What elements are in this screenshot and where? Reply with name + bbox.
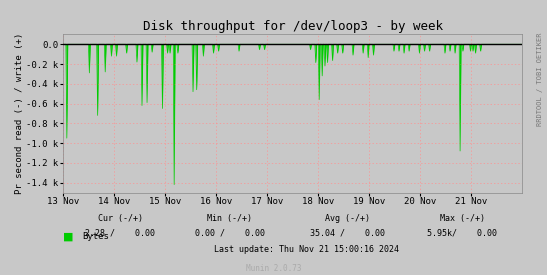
Text: 5.95k/    0.00: 5.95k/ 0.00 xyxy=(427,228,497,237)
Text: Min (-/+): Min (-/+) xyxy=(207,214,252,223)
Text: Max (-/+): Max (-/+) xyxy=(440,214,485,223)
Text: Cur (-/+): Cur (-/+) xyxy=(98,214,143,223)
Text: Last update: Thu Nov 21 15:00:16 2024: Last update: Thu Nov 21 15:00:16 2024 xyxy=(214,245,399,254)
Title: Disk throughput for /dev/loop3 - by week: Disk throughput for /dev/loop3 - by week xyxy=(143,20,443,33)
Text: 2.28 /    0.00: 2.28 / 0.00 xyxy=(85,228,155,237)
Text: Bytes: Bytes xyxy=(82,232,109,241)
Text: 0.00 /    0.00: 0.00 / 0.00 xyxy=(195,228,265,237)
Y-axis label: Pr second read (-) / write (+): Pr second read (-) / write (+) xyxy=(15,33,24,194)
Text: 35.04 /    0.00: 35.04 / 0.00 xyxy=(310,228,385,237)
Text: RRDTOOL / TOBI OETIKER: RRDTOOL / TOBI OETIKER xyxy=(537,33,543,126)
Text: Avg (-/+): Avg (-/+) xyxy=(325,214,370,223)
Text: ■: ■ xyxy=(63,232,73,241)
Text: Munin 2.0.73: Munin 2.0.73 xyxy=(246,264,301,273)
